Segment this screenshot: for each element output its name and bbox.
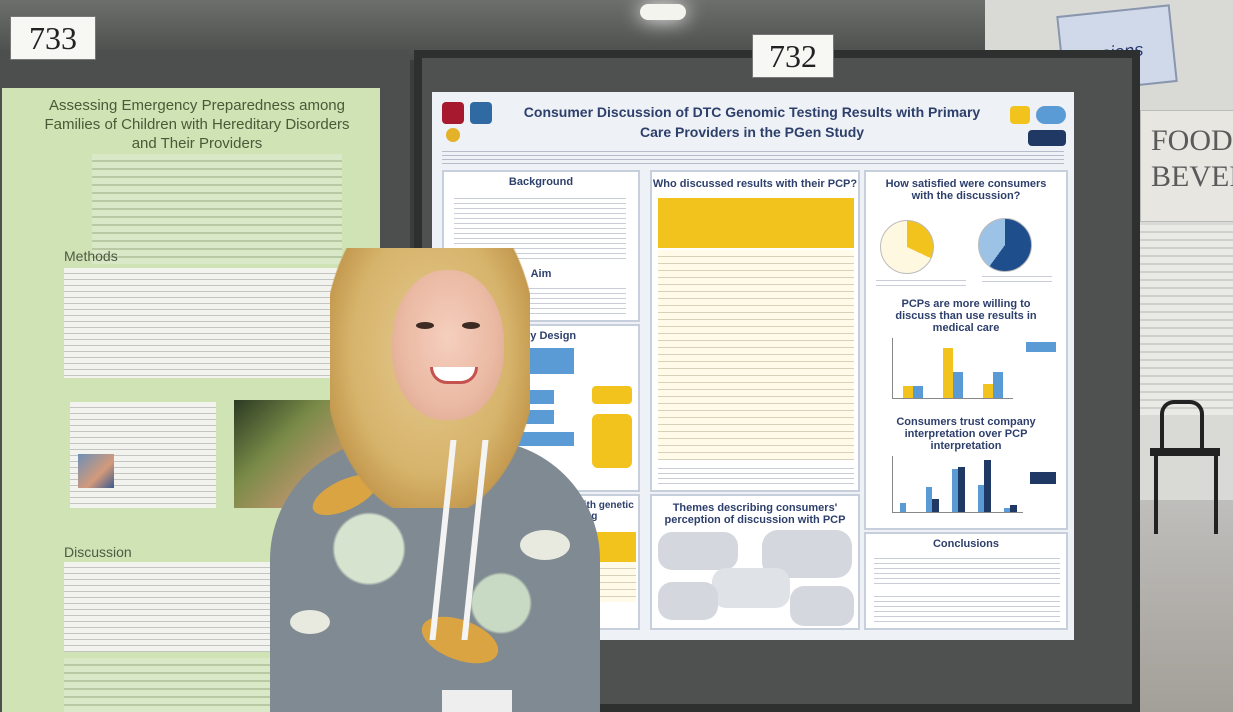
chart-legend (1026, 342, 1056, 352)
demographics-table (658, 250, 854, 460)
institution-shield-icon (470, 102, 492, 124)
eye (462, 322, 480, 329)
conclusions-panel: Conclusions (864, 532, 1068, 630)
who-discussed-heading: Who discussed results with their PCP? (652, 178, 858, 190)
partner-logo-icon (1036, 106, 1066, 124)
trust-chart (892, 456, 1023, 513)
chart-bar (925, 487, 932, 512)
university-logo-icon (1010, 106, 1030, 124)
chart-bar (984, 460, 991, 512)
presenter-dress (270, 440, 600, 712)
table-header (658, 198, 854, 248)
discussion-heading: Discussion (64, 544, 132, 560)
conclusions-text (874, 554, 1060, 584)
pie-chart (978, 218, 1032, 272)
right-poster-title: Consumer Discussion of DTC Genomic Testi… (523, 104, 981, 140)
chart-bar (953, 372, 963, 398)
chart-bar (913, 386, 923, 398)
chart-bar (977, 485, 984, 512)
satisfaction-panel: How satisfied were consumers with the di… (864, 170, 1068, 530)
chair-leg (1154, 454, 1158, 534)
pcp-willing-chart (892, 338, 1013, 399)
methods-text (64, 268, 369, 378)
chart-bar (951, 469, 958, 512)
presenter-face (392, 270, 504, 420)
discussion-text (64, 562, 274, 652)
pcp-willing-heading: PCPs are more willing to discuss than us… (895, 298, 1037, 334)
floor (1133, 500, 1233, 712)
chart-bar (903, 386, 913, 398)
left-poster-title: Assessing Emergency Preparedness among F… (44, 97, 350, 152)
results-table (596, 562, 636, 602)
name-badge (442, 690, 512, 712)
dress-pattern (520, 530, 570, 560)
results-table-header (596, 532, 636, 562)
ceiling-light (640, 4, 686, 20)
harvard-shield-icon (442, 102, 464, 124)
survey-screenshot (70, 402, 216, 508)
rolling-shutter (1135, 225, 1233, 415)
seal-icon (446, 128, 460, 142)
chart-bar (958, 467, 965, 512)
eye (416, 322, 434, 329)
themes-heading: Themes describing consumers' perception … (664, 502, 846, 526)
consumers-trust-heading: Consumers trust company interpretation o… (896, 416, 1036, 452)
methods-heading: Methods (64, 248, 118, 264)
chart-bar (993, 372, 1003, 398)
themes-panel: Themes describing consumers' perception … (650, 494, 860, 630)
pie-chart (880, 220, 934, 274)
chair-icon (1160, 400, 1204, 454)
design-box (592, 386, 632, 404)
how-satisfied-heading: How satisfied were consumers with the di… (885, 178, 1047, 202)
conclusions-heading: Conclusions (932, 538, 999, 550)
chart-bar (1003, 507, 1010, 512)
chart-bar (943, 348, 953, 398)
theme-bubble (790, 586, 854, 626)
chart-bar (1010, 505, 1017, 512)
chart-bar (932, 498, 939, 512)
hsph-logo-icon (1028, 130, 1066, 146)
dress-pattern (290, 610, 330, 634)
food-beverage-sign: FOOD BEVERA (1140, 110, 1233, 222)
chair-seat (1150, 448, 1220, 456)
acknowledgements (64, 658, 274, 712)
author-list (92, 154, 342, 264)
pie-legend (982, 272, 1052, 286)
conclusions-text (874, 592, 1060, 622)
author-affiliations (442, 148, 1064, 164)
chart-legend (1030, 472, 1056, 484)
right-poster: Consumer Discussion of DTC Genomic Testi… (432, 92, 1074, 640)
chart-bar (983, 384, 993, 398)
aim-heading: Aim (530, 268, 552, 280)
theme-bubble (658, 532, 738, 570)
survey-thumbnail (78, 454, 114, 488)
theme-bubble (712, 568, 790, 608)
chair-leg (1214, 454, 1218, 534)
table-footnote (658, 464, 854, 484)
chart-bar (899, 503, 906, 512)
theme-bubble (658, 582, 718, 620)
booth-number-right: 732 (752, 34, 834, 78)
pie-legend (876, 276, 966, 286)
background-heading: Background (508, 176, 574, 188)
design-box (592, 414, 632, 468)
who-discussed-panel: Who discussed results with their PCP? (650, 170, 860, 492)
booth-number-left: 733 (10, 16, 96, 60)
